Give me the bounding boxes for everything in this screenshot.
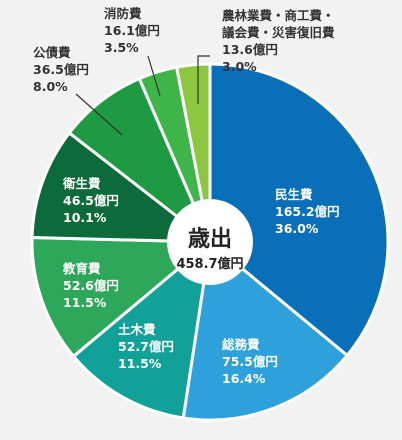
slice-label-4: 衛生費 46.5億円 10.1% xyxy=(62,176,119,225)
pie-slices xyxy=(30,62,390,422)
slice-percent: 11.5% xyxy=(118,356,162,371)
slice-label-6: 消防費 16.1億円 3.5% xyxy=(104,6,160,55)
slice-percent: 36.0% xyxy=(275,221,319,236)
slice-label-3: 教育費 52.6億円 11.5% xyxy=(62,261,119,310)
slice-labels: 民生費 165.2億円 36.0% 総務費 75.5億円 16.4% 土木費 52.7億円 11… xyxy=(33,6,340,386)
slice-amount: 16.1億円 xyxy=(104,23,160,38)
slice-name: 土木費 xyxy=(118,322,156,337)
center-hole xyxy=(167,199,253,285)
leader-line-7 xyxy=(197,55,210,104)
pie-slice-7 xyxy=(175,62,212,244)
slice-percent: 3.0% xyxy=(222,59,257,74)
slice-percent: 3.5% xyxy=(104,40,139,55)
slice-amount: 75.5億円 xyxy=(222,354,278,369)
slice-percent: 10.1% xyxy=(63,210,107,225)
slice-name: 議会費・災害復旧費 xyxy=(222,25,335,40)
slice-label-7: 農林業費・商工費・議会費・災害復旧費 13.6億円 3.0% xyxy=(222,8,335,74)
leader-line-6 xyxy=(147,55,161,97)
slice-amount: 165.2億円 xyxy=(275,204,340,219)
slice-percent: 8.0% xyxy=(33,79,68,94)
slice-name: 公債費 xyxy=(33,45,71,60)
slice-name: 民生費 xyxy=(275,187,313,202)
leader-lines xyxy=(75,55,210,136)
slice-label-1: 総務費 75.5億円 16.4% xyxy=(222,337,278,386)
pie-slice-3 xyxy=(30,236,212,358)
center-title: 歳出 xyxy=(188,227,232,252)
slice-name: 総務費 xyxy=(222,337,260,352)
slice-amount: 36.5億円 xyxy=(33,62,89,77)
slice-name: 消防費 xyxy=(104,6,142,21)
slice-name: 教育費 xyxy=(62,261,101,276)
pie-slice-2 xyxy=(72,240,212,420)
slice-percent: 16.4% xyxy=(222,371,266,386)
center-total: 458.7億円 xyxy=(176,256,243,272)
slice-amount: 52.7億円 xyxy=(118,339,174,354)
pie-slice-1 xyxy=(181,240,349,422)
pie-slice-4 xyxy=(30,131,212,244)
slice-label-5: 公債費 36.5億円 8.0% xyxy=(33,45,89,94)
slice-label-2: 土木費 52.7億円 11.5% xyxy=(118,322,174,371)
slice-label-0: 民生費 165.2億円 36.0% xyxy=(275,187,340,236)
slice-amount: 46.5億円 xyxy=(63,193,119,208)
slice-name: 農林業費・商工費・ xyxy=(222,8,335,23)
pie-slice-0 xyxy=(208,62,390,357)
leader-line-5 xyxy=(75,93,123,136)
slice-amount: 52.6億円 xyxy=(63,278,119,293)
slice-amount: 13.6億円 xyxy=(222,42,278,57)
slice-name: 衛生費 xyxy=(62,176,101,191)
slice-percent: 11.5% xyxy=(63,295,107,310)
